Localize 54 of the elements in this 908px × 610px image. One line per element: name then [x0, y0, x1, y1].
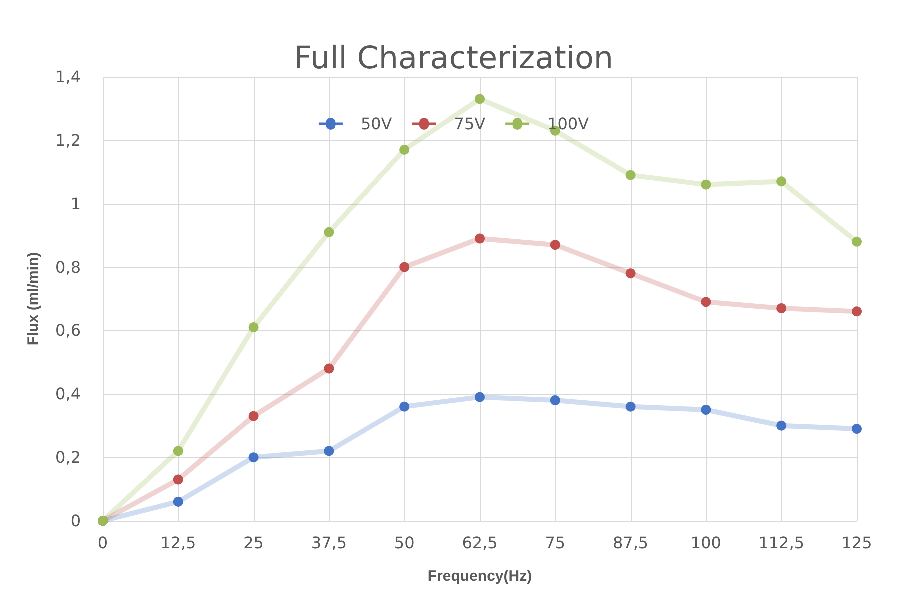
point	[173, 474, 184, 485]
y-tick-label: 0,2	[56, 448, 81, 468]
point	[626, 402, 636, 412]
y-tick-label: 0	[70, 512, 81, 530]
point	[701, 180, 712, 190]
point	[701, 405, 712, 415]
y-tick-label: 1	[70, 194, 81, 214]
x-tick-label: 62,5	[462, 534, 498, 552]
point	[776, 304, 787, 314]
x-tick-label: 87,5	[612, 534, 649, 552]
point	[701, 297, 712, 308]
point	[776, 420, 787, 431]
point	[248, 452, 259, 463]
point	[248, 322, 259, 333]
y-tick-label: 0,4	[56, 384, 81, 404]
point	[626, 268, 636, 279]
x-tick-label: 12,5	[160, 534, 196, 552]
x-tick-label: 75	[545, 534, 566, 552]
y-axis-title: Flux (ml/min)	[25, 252, 42, 346]
legend-label: 100V	[548, 114, 590, 134]
point	[400, 262, 410, 272]
legend-label: 75V	[454, 114, 486, 134]
point	[550, 240, 560, 250]
point	[173, 496, 184, 507]
point	[776, 176, 787, 187]
point	[324, 446, 334, 456]
y-tick-label: 1,2	[56, 130, 81, 150]
x-tick-label: 112,5	[758, 534, 805, 552]
legend-label: 50V	[360, 114, 392, 134]
point	[852, 306, 862, 317]
x-tick-label: 0	[98, 534, 108, 552]
y-tick-label: 0,6	[56, 321, 81, 340]
point	[475, 392, 485, 402]
point	[550, 395, 560, 406]
x-tick-label: 100	[690, 534, 722, 552]
point	[324, 227, 334, 238]
point	[400, 144, 410, 155]
point	[475, 234, 485, 244]
x-tick-label: 50	[394, 534, 415, 552]
point	[324, 364, 334, 374]
point	[626, 170, 636, 180]
chart-title: Full Characterization	[294, 40, 614, 76]
x-tick-label: 125	[842, 534, 872, 552]
point	[173, 446, 184, 456]
point	[475, 94, 485, 104]
x-tick-label: 37,5	[311, 534, 348, 552]
x-axis-title: Frequency(Hz)	[428, 568, 532, 585]
y-tick-label: 1,4	[56, 68, 81, 86]
point	[852, 236, 862, 247]
x-tick-label: 25	[244, 534, 264, 552]
point	[400, 402, 410, 412]
point	[248, 411, 259, 422]
point	[852, 424, 862, 434]
y-tick-label: 0,8	[56, 258, 81, 277]
